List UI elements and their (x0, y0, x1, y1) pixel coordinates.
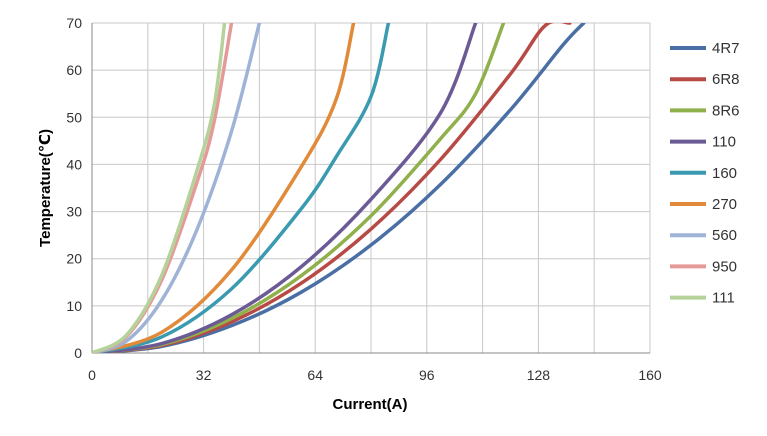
series-line-950 (92, 23, 234, 353)
legend-label: 950 (712, 258, 737, 275)
series-lines (92, 23, 586, 353)
y-tick-label: 40 (66, 156, 82, 172)
legend-label: 160 (712, 165, 737, 182)
legend-label: 110 (712, 134, 736, 151)
legend: 4R7 6R8 8R6 110 160 270 560 950 111 (670, 40, 740, 307)
legend-label: 8R6 (712, 102, 740, 119)
series-line-270 (92, 23, 356, 353)
y-tick-label: 20 (66, 251, 82, 267)
x-tick-label: 64 (307, 367, 323, 383)
series-line-111 (92, 23, 227, 353)
legend-label: 6R8 (712, 71, 740, 88)
y-axis-title: Temperature(℃) (37, 129, 54, 247)
x-tick-label: 96 (419, 367, 435, 383)
series-line-8R6 (92, 23, 506, 353)
series-line-560 (92, 23, 262, 353)
series-line-110 (92, 23, 478, 353)
legend-label: 111 (712, 290, 735, 307)
legend-label: 270 (712, 196, 737, 213)
x-tick-label: 160 (638, 367, 662, 383)
y-tick-label: 70 (66, 15, 82, 31)
axes (91, 23, 650, 354)
y-tick-label: 30 (66, 204, 82, 220)
y-tick-label: 10 (66, 298, 82, 314)
x-tick-label: 128 (527, 367, 551, 383)
series-line-6R8 (92, 23, 572, 353)
legend-label: 4R7 (712, 40, 740, 57)
y-tick-label: 60 (66, 62, 82, 78)
y-tick-label: 50 (66, 109, 82, 125)
x-tick-label: 32 (196, 367, 212, 383)
x-axis-title: Current(A) (333, 396, 408, 413)
tick-labels: 0 10 20 30 40 50 60 70 0 32 64 96 128 160 (66, 15, 661, 383)
gridlines (91, 22, 651, 354)
y-tick-label: 0 (74, 345, 82, 361)
x-tick-label: 0 (88, 367, 96, 383)
series-line-160 (92, 23, 391, 353)
legend-label: 560 (712, 227, 737, 244)
